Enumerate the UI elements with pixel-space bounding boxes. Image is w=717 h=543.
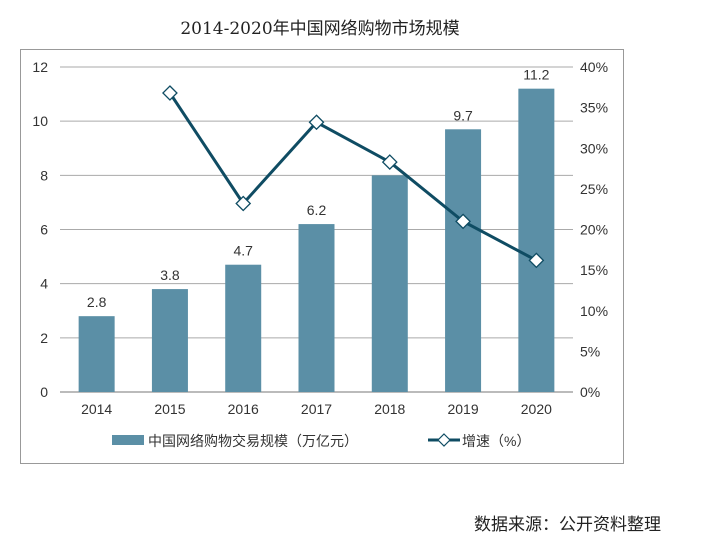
right-tick-label: 15% (580, 262, 608, 278)
bar-data-label: 6.2 (307, 202, 327, 218)
x-tick-label: 2014 (81, 401, 112, 417)
chart-title: 2014-2020年中国网络购物市场规模 (180, 19, 460, 39)
legend-label-bar: 中国网络购物交易规模（万亿元） (148, 433, 358, 449)
bar (78, 316, 115, 392)
bar (151, 289, 188, 392)
bar (371, 175, 408, 392)
bar (298, 224, 335, 392)
growth-point-marker (455, 213, 471, 230)
right-tick-label: 5% (580, 343, 600, 359)
left-tick-label: 2 (40, 330, 48, 346)
chart-frame (20, 49, 624, 464)
right-tick-label: 20% (580, 222, 608, 238)
growth-point-marker (528, 252, 545, 269)
bar (445, 129, 482, 392)
growth-point-marker (381, 154, 398, 170)
bar (518, 88, 555, 393)
x-tick-label: 2020 (521, 401, 552, 417)
left-tick-label: 0 (40, 384, 48, 400)
left-tick-label: 10 (32, 113, 48, 129)
right-tick-label: 35% (580, 100, 608, 116)
right-tick-label: 10% (580, 303, 608, 319)
bar-data-label: 3.8 (160, 267, 180, 283)
right-tick-label: 40% (580, 59, 608, 75)
growth-point-marker (308, 114, 325, 131)
bar-data-label: 11.2 (523, 67, 549, 83)
bar (225, 264, 262, 392)
right-tick-label: 0% (580, 384, 600, 400)
bar-data-label: 4.7 (233, 243, 253, 259)
right-tick-label: 30% (580, 140, 608, 156)
left-tick-label: 6 (40, 222, 48, 238)
x-tick-label: 2016 (228, 401, 259, 417)
growth-line (168, 92, 538, 262)
x-tick-label: 2017 (301, 401, 332, 417)
source-note: 数据来源：公开资料整理 (474, 515, 661, 535)
x-tick-label: 2015 (154, 401, 185, 417)
legend-label-line: 增速（%） (462, 433, 530, 449)
x-tick-label: 2019 (447, 401, 478, 417)
right-tick-label: 25% (580, 181, 608, 197)
left-tick-label: 12 (32, 59, 48, 75)
growth-point-marker (162, 85, 178, 101)
x-tick-label: 2018 (374, 401, 405, 417)
legend-swatch-bar (112, 435, 144, 445)
growth-point-marker (235, 195, 252, 212)
left-tick-label: 8 (40, 167, 48, 183)
legend-marker-icon (437, 433, 451, 447)
bar-data-label: 9.7 (453, 107, 473, 123)
bar-data-label: 2.8 (87, 294, 107, 310)
left-tick-label: 4 (40, 276, 48, 292)
